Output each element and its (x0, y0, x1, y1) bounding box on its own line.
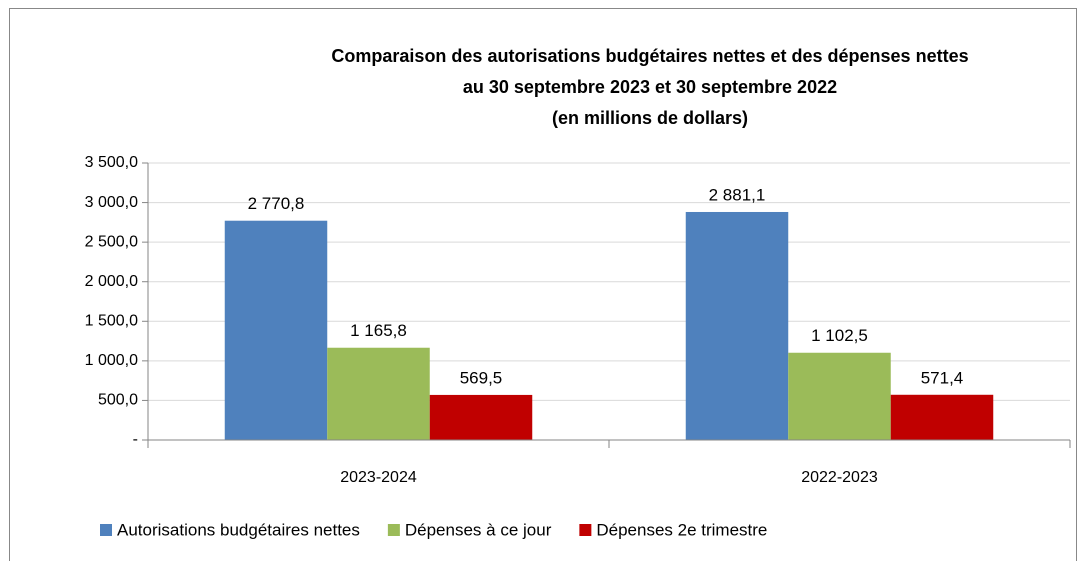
legend-label: Autorisations budgétaires nettes (117, 520, 360, 539)
chart-border (9, 8, 1077, 561)
legend-label: Dépenses à ce jour (405, 520, 552, 539)
bar (685, 211, 789, 440)
y-tick-label: 1 000,0 (85, 352, 138, 369)
bar (890, 394, 994, 440)
value-label: 1 165,8 (350, 321, 407, 340)
chart-title: Comparaison des autorisations budgétaire… (331, 46, 968, 66)
y-tick-label: 3 000,0 (85, 194, 138, 211)
bar (327, 347, 430, 440)
legend-swatch (579, 524, 592, 536)
value-label: 2 770,8 (248, 194, 305, 213)
x-tick-label: 2022-2023 (801, 469, 878, 486)
bar (224, 220, 328, 440)
bar (788, 352, 891, 440)
value-label: 1 102,5 (811, 326, 868, 345)
chart-title: (en millions de dollars) (552, 108, 748, 128)
chart-title: au 30 septembre 2023 et 30 septembre 202… (463, 77, 837, 97)
y-tick-label: 1 500,0 (85, 313, 138, 330)
y-tick-label: 2 500,0 (85, 233, 138, 250)
legend-swatch (387, 524, 400, 536)
y-tick-label: 2 000,0 (85, 273, 138, 290)
y-tick-label: 500,0 (98, 392, 138, 409)
y-tick-label: 3 500,0 (85, 154, 138, 171)
y-tick-label: - (133, 431, 138, 448)
legend-label: Dépenses 2e trimestre (596, 520, 767, 539)
value-label: 2 881,1 (709, 185, 766, 204)
bar (429, 394, 533, 440)
legend-swatch (100, 524, 112, 536)
value-label: 571,4 (921, 368, 964, 387)
value-label: 569,5 (460, 368, 503, 387)
x-tick-label: 2023-2024 (340, 469, 417, 486)
